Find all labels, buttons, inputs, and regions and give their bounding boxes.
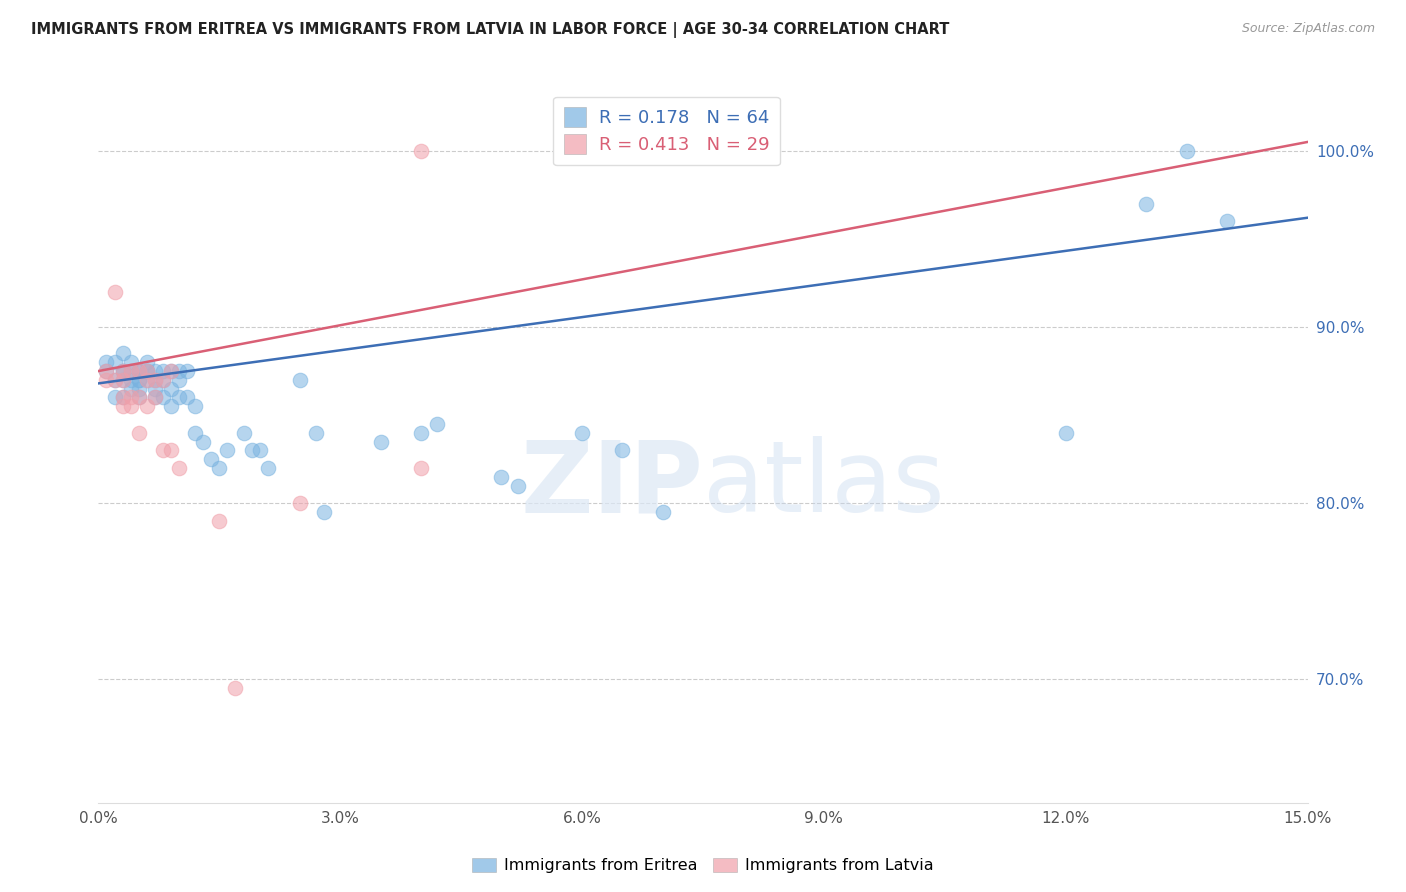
Point (176, 391, 198, 405)
Point (409, 144, 432, 158)
Point (128, 373, 150, 387)
Point (120, 373, 142, 387)
Point (491, 470, 513, 484)
Point (120, 355, 142, 369)
Point (111, 399, 134, 413)
Point (612, 443, 634, 458)
Text: ZIP: ZIP (520, 436, 703, 533)
Point (160, 364, 183, 378)
Point (208, 461, 231, 475)
Point (208, 514, 231, 528)
Point (160, 443, 183, 458)
Point (152, 364, 174, 378)
Point (426, 417, 449, 431)
Point (120, 382, 142, 396)
Point (232, 425, 254, 440)
Point (184, 399, 207, 413)
Point (128, 382, 150, 396)
Point (249, 443, 271, 458)
Point (1175, 144, 1198, 158)
Point (103, 391, 125, 405)
Point (120, 399, 142, 413)
Point (103, 355, 125, 369)
Point (143, 373, 166, 387)
Point (143, 382, 166, 396)
Point (167, 373, 190, 387)
Point (120, 364, 142, 378)
Point (128, 373, 150, 387)
Point (135, 364, 157, 378)
Point (152, 373, 174, 387)
Point (135, 399, 157, 413)
Point (1054, 425, 1077, 440)
Point (184, 425, 207, 440)
Point (143, 364, 166, 378)
Point (200, 452, 222, 467)
Point (240, 443, 263, 458)
Legend: R = 0.178   N = 64, R = 0.413   N = 29: R = 0.178 N = 64, R = 0.413 N = 29 (554, 96, 780, 165)
Point (143, 391, 166, 405)
Point (288, 373, 311, 387)
Point (1135, 196, 1157, 211)
Point (370, 434, 392, 449)
Point (96, 364, 118, 378)
Point (160, 399, 183, 413)
Point (128, 364, 150, 378)
Text: atlas: atlas (703, 436, 945, 533)
Point (152, 443, 174, 458)
Point (305, 425, 328, 440)
Point (193, 434, 215, 449)
Legend: Immigrants from Eritrea, Immigrants from Latvia: Immigrants from Eritrea, Immigrants from… (465, 851, 941, 880)
Point (96, 373, 118, 387)
Point (128, 364, 150, 378)
Point (409, 425, 432, 440)
Point (314, 505, 336, 519)
Point (160, 364, 183, 378)
Point (217, 443, 239, 458)
Point (176, 364, 198, 378)
Point (135, 373, 157, 387)
Point (111, 373, 134, 387)
Point (103, 285, 125, 299)
Point (103, 373, 125, 387)
Point (111, 364, 134, 378)
Point (128, 425, 150, 440)
Point (111, 364, 134, 378)
Point (135, 364, 157, 378)
Point (167, 461, 190, 475)
Point (135, 355, 157, 369)
Point (651, 505, 673, 519)
Point (160, 382, 183, 396)
Point (506, 478, 529, 492)
Point (143, 373, 166, 387)
Point (288, 496, 311, 510)
Text: IMMIGRANTS FROM ERITREA VS IMMIGRANTS FROM LATVIA IN LABOR FORCE | AGE 30-34 COR: IMMIGRANTS FROM ERITREA VS IMMIGRANTS FR… (31, 22, 949, 38)
Point (256, 461, 278, 475)
Point (409, 461, 432, 475)
Point (111, 346, 134, 360)
Text: Source: ZipAtlas.com: Source: ZipAtlas.com (1241, 22, 1375, 36)
Point (96, 355, 118, 369)
Point (135, 373, 157, 387)
Point (135, 364, 157, 378)
Point (571, 425, 593, 440)
Point (120, 364, 142, 378)
Point (120, 391, 142, 405)
Point (111, 391, 134, 405)
Point (103, 373, 125, 387)
Point (152, 391, 174, 405)
Point (224, 681, 246, 696)
Point (128, 364, 150, 378)
Point (111, 364, 134, 378)
Point (111, 373, 134, 387)
Point (143, 391, 166, 405)
Point (167, 364, 190, 378)
Point (152, 373, 174, 387)
Point (111, 391, 134, 405)
Point (128, 391, 150, 405)
Point (1216, 214, 1239, 228)
Point (167, 391, 190, 405)
Point (128, 391, 150, 405)
Point (96, 364, 118, 378)
